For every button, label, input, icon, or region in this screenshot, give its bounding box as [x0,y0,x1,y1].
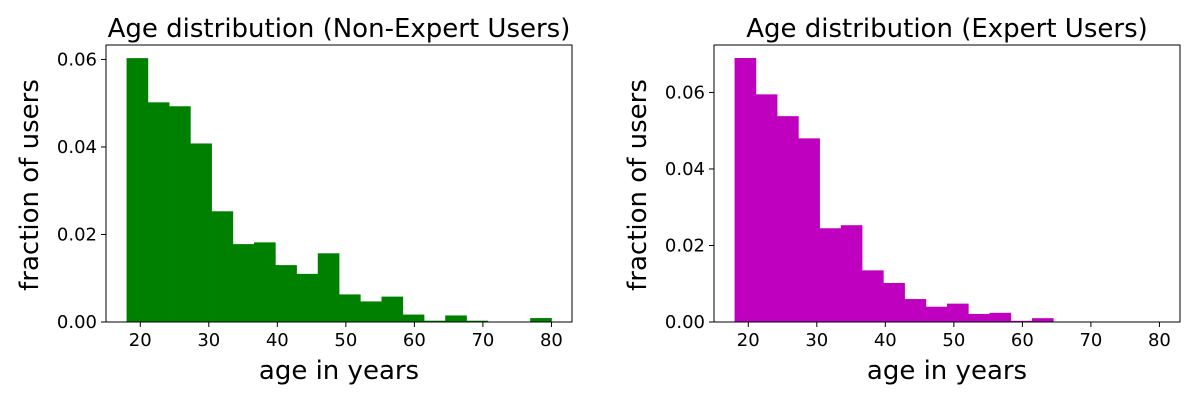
x-tick-label: 40 [266,330,289,351]
x-tick-label: 50 [334,330,357,351]
y-tick-label: 0.06 [57,49,97,70]
histogram-bar [904,299,927,322]
x-tick-label: 40 [874,330,897,351]
histogram-bar [925,306,948,322]
chart-non-expert: Age distribution (Non-Expert Users) age … [15,14,573,386]
histogram-bar [190,143,212,322]
x-tick-label: 30 [197,330,220,351]
histogram-bar [402,314,425,322]
y-axis-label: fraction of users [623,79,653,291]
bar-group [126,58,552,322]
x-tick-label: 70 [471,330,494,351]
histogram-bar [147,102,170,322]
plot-frame [713,44,1181,323]
bar-group [734,58,1054,322]
x-ticks: 20 30 40 50 60 70 80 [737,322,1171,351]
y-tick-label: 0.06 [665,82,705,103]
x-ticks: 20 30 40 50 60 70 80 [129,322,563,351]
histogram-bar [755,94,778,322]
y-ticks: 0.00 0.02 0.04 0.06 [57,49,106,333]
histogram-bar [126,58,149,322]
histogram-bar [466,320,489,322]
x-tick-label: 60 [1011,330,1034,351]
histogram-bar [169,106,191,322]
y-tick-label: 0.00 [665,312,705,333]
chart-title: Age distribution (Expert Users) [746,14,1148,44]
histogram-bar [211,211,234,322]
histogram-bar [840,225,863,322]
histogram-bar [445,315,467,322]
y-tick-label: 0.00 [57,312,97,333]
x-tick-label: 60 [403,330,426,351]
x-tick-label: 70 [1079,330,1102,351]
y-tick-label: 0.04 [665,159,705,180]
histogram-bar [381,296,404,322]
x-tick-label: 80 [540,330,563,351]
y-ticks: 0.00 0.02 0.04 0.06 [665,82,714,333]
x-tick-label: 30 [805,330,828,351]
histogram-bar [530,318,552,322]
histogram-bar [862,270,884,322]
x-tick-label: 80 [1148,330,1171,351]
histogram-bar [1010,320,1033,322]
histogram-bar [819,228,842,322]
histogram-bar [254,242,276,322]
histogram-bar [947,303,969,322]
histogram-bar [989,312,1012,322]
histogram-bar [423,320,446,322]
y-tick-label: 0.02 [665,235,705,256]
histogram-bar [1031,318,1054,322]
histogram-bar [734,58,757,322]
histogram-bar [777,116,799,322]
histogram-bar [883,282,905,322]
plot-frame [105,44,573,323]
histogram-bar [798,138,820,322]
chart-expert: Age distribution (Expert Users) age in y… [623,14,1181,386]
x-tick-label: 50 [942,330,965,351]
histogram-bar [232,244,255,322]
histogram-bar [360,301,382,322]
y-axis-label: fraction of users [15,79,45,291]
histogram-bar [968,313,990,322]
y-tick-label: 0.04 [57,137,97,158]
histogram-bar [296,273,319,322]
histogram-bar [275,265,297,322]
histogram-bar [339,294,361,322]
histogram-bar [317,253,340,322]
x-axis-label: age in years [259,356,419,386]
x-tick-label: 20 [737,330,760,351]
y-tick-label: 0.02 [57,224,97,245]
chart-title: Age distribution (Non-Expert Users) [108,14,571,44]
x-tick-label: 20 [129,330,152,351]
x-axis-label: age in years [867,356,1027,386]
